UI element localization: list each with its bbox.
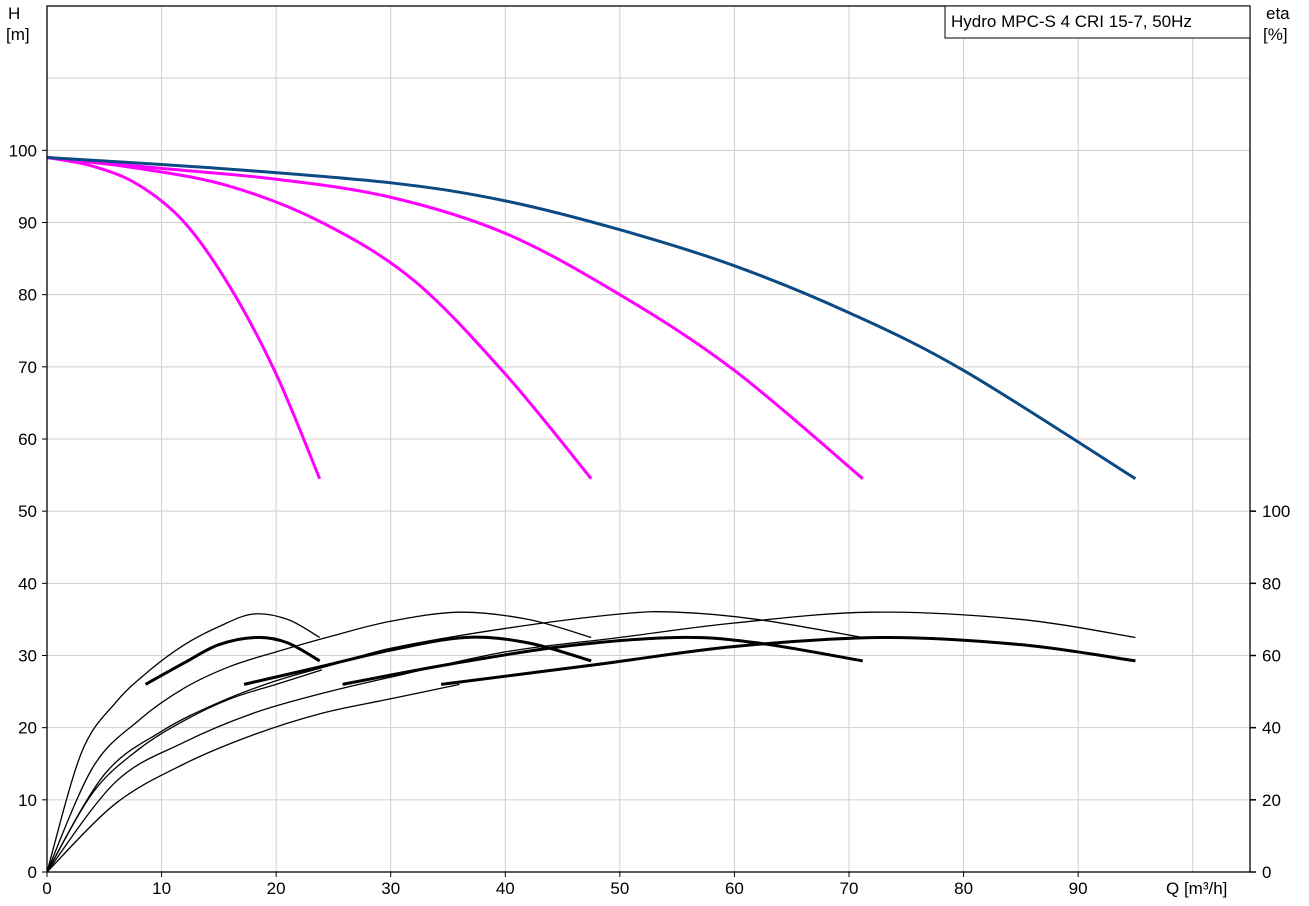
chart-title: Hydro MPC-S 4 CRI 15-7, 50Hz xyxy=(951,12,1192,31)
y-left-tick-label: 50 xyxy=(18,502,37,521)
head-curve-4-pumps xyxy=(46,156,1137,480)
x-tick-label: 60 xyxy=(725,879,744,898)
x-tick-label: 30 xyxy=(381,879,400,898)
y-left-tick-label: 90 xyxy=(18,214,37,233)
efficiency-curve xyxy=(46,611,592,873)
efficiency-operating-curve xyxy=(342,635,864,686)
y-left-tick-label: 20 xyxy=(18,719,37,738)
head-curve-3-pumps xyxy=(46,156,864,480)
efficiency-curve xyxy=(46,683,460,873)
y-right-tick-label: 100 xyxy=(1262,502,1290,521)
y-right-tick-label: 0 xyxy=(1262,863,1271,882)
tick-layer: 0 10 20 30 40 50 60 70 80 90 0 10 20 30 40 50 60 70 80 90 10… xyxy=(9,141,1291,898)
y-right-tick-label: 60 xyxy=(1262,647,1281,666)
efficiency-curve xyxy=(46,611,1136,873)
y-right-label: eta xyxy=(1266,4,1290,23)
x-axis-label: Q [m³/h] xyxy=(1166,879,1227,898)
efficiency-operating-curve xyxy=(144,635,321,686)
efficiency-curve xyxy=(46,611,863,873)
y-left-tick-label: 60 xyxy=(18,430,37,449)
y-left-tick-label: 100 xyxy=(9,141,37,160)
y-left-tick-label: 30 xyxy=(18,647,37,666)
x-tick-label: 20 xyxy=(267,879,286,898)
y-left-unit: [m] xyxy=(6,25,30,44)
efficiency-curve xyxy=(46,669,323,873)
chart-title-box xyxy=(944,5,1251,39)
y-left-label: H xyxy=(8,4,20,23)
grid-layer xyxy=(47,6,1250,872)
x-tick-label: 40 xyxy=(496,879,515,898)
y-left-tick-label: 10 xyxy=(18,791,37,810)
y-right-unit: [%] xyxy=(1263,25,1288,44)
x-tick-label: 50 xyxy=(610,879,629,898)
efficiency-operating-curve xyxy=(440,635,1136,686)
x-tick-label: 90 xyxy=(1069,879,1088,898)
y-right-tick-label: 40 xyxy=(1262,719,1281,738)
y-right-tick-label: 20 xyxy=(1262,791,1281,810)
efficiency-curve xyxy=(46,613,320,873)
efficiency-operating-curve xyxy=(243,635,592,686)
y-left-tick-label: 40 xyxy=(18,574,37,593)
x-tick-label: 70 xyxy=(840,879,859,898)
x-tick-label: 10 xyxy=(152,879,171,898)
head-curve-2-pumps xyxy=(46,156,593,480)
y-left-tick-label: 0 xyxy=(28,863,37,882)
x-tick-label: 80 xyxy=(954,879,973,898)
y-left-tick-label: 70 xyxy=(18,358,37,377)
y-right-tick-label: 80 xyxy=(1262,574,1281,593)
y-left-tick-label: 80 xyxy=(18,286,37,305)
x-tick-label: 0 xyxy=(42,879,51,898)
curve-layer xyxy=(46,156,1137,873)
head-curve-1-pumps xyxy=(46,156,322,480)
